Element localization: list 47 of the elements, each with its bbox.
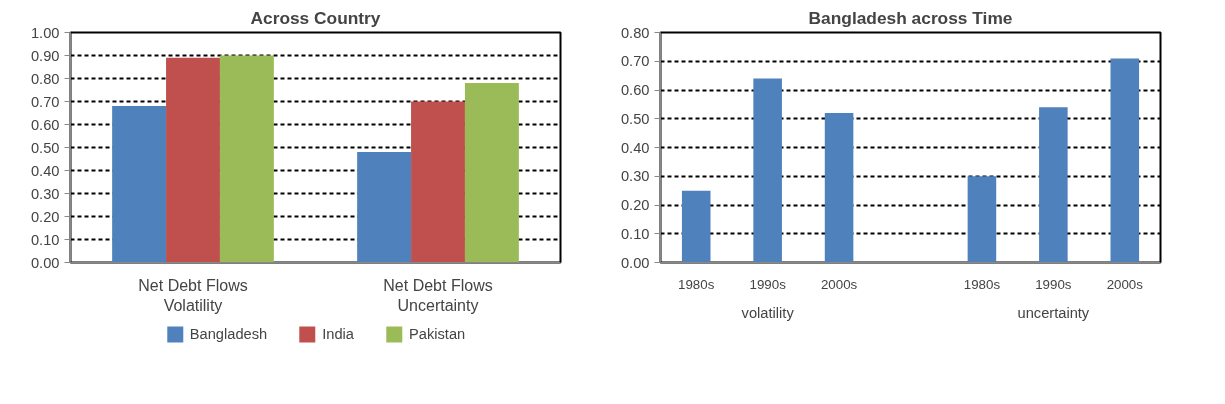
y-tick-label: 0.50 bbox=[30, 139, 60, 156]
y-tick-label: 0.00 bbox=[30, 254, 60, 271]
y-tick-label: 0.10 bbox=[30, 231, 60, 248]
x-tick-label: 1980s bbox=[963, 276, 1001, 292]
x-tick-label: Net Debt Flows Uncertainty bbox=[383, 276, 493, 314]
bar bbox=[1039, 107, 1068, 263]
y-tick-label: 0.30 bbox=[620, 168, 650, 185]
bar bbox=[219, 55, 274, 263]
bar bbox=[112, 106, 167, 263]
x-tick-label: 1990s bbox=[1035, 276, 1072, 292]
y-tick-label: 0.20 bbox=[30, 208, 60, 225]
y-tick-label: 0.80 bbox=[30, 70, 60, 87]
y-tick-label: 0.80 bbox=[620, 24, 650, 41]
y-tick-label: 0.00 bbox=[620, 254, 650, 271]
legend-label: India bbox=[322, 326, 354, 342]
y-tick-label: 0.40 bbox=[620, 139, 650, 156]
y-tick-label: 0.60 bbox=[30, 116, 60, 133]
y-tick-label: 0.90 bbox=[30, 47, 60, 64]
bar bbox=[1110, 58, 1140, 263]
y-tick-label: 0.60 bbox=[620, 82, 650, 98]
y-tick-label: 0.30 bbox=[30, 185, 60, 202]
bar bbox=[411, 101, 465, 263]
x-tick-label: 2000s bbox=[820, 276, 858, 292]
y-tick-label: 0.50 bbox=[620, 110, 650, 127]
y-tick-label: 1.00 bbox=[30, 24, 60, 41]
x-tick-label: 1990s bbox=[749, 276, 787, 292]
bar bbox=[967, 176, 997, 263]
chart-title: Bangladesh across Time bbox=[808, 7, 1013, 28]
bar bbox=[357, 152, 412, 263]
y-tick-label: 0.70 bbox=[620, 53, 650, 70]
bar bbox=[464, 83, 519, 263]
x-tick-label: 2000s bbox=[1106, 276, 1144, 292]
y-tick-label: 0.70 bbox=[30, 93, 60, 110]
bar bbox=[681, 190, 711, 263]
legend-label: Pakistan bbox=[409, 326, 466, 342]
chart-title: Across Country bbox=[250, 7, 381, 28]
bar bbox=[166, 57, 220, 263]
bar bbox=[753, 78, 782, 263]
y-tick-label: 0.10 bbox=[620, 225, 650, 242]
legend-label: Bangladesh bbox=[189, 326, 268, 342]
x-tick-label: Net Debt Flows Volatility bbox=[138, 276, 248, 314]
y-tick-label: 0.40 bbox=[30, 162, 60, 179]
bar bbox=[824, 113, 854, 263]
text: uncertainty bbox=[1017, 304, 1090, 321]
y-tick-label: 0.20 bbox=[620, 197, 650, 213]
x-tick-label: 1980s bbox=[678, 276, 715, 292]
text: volatility bbox=[741, 304, 795, 321]
